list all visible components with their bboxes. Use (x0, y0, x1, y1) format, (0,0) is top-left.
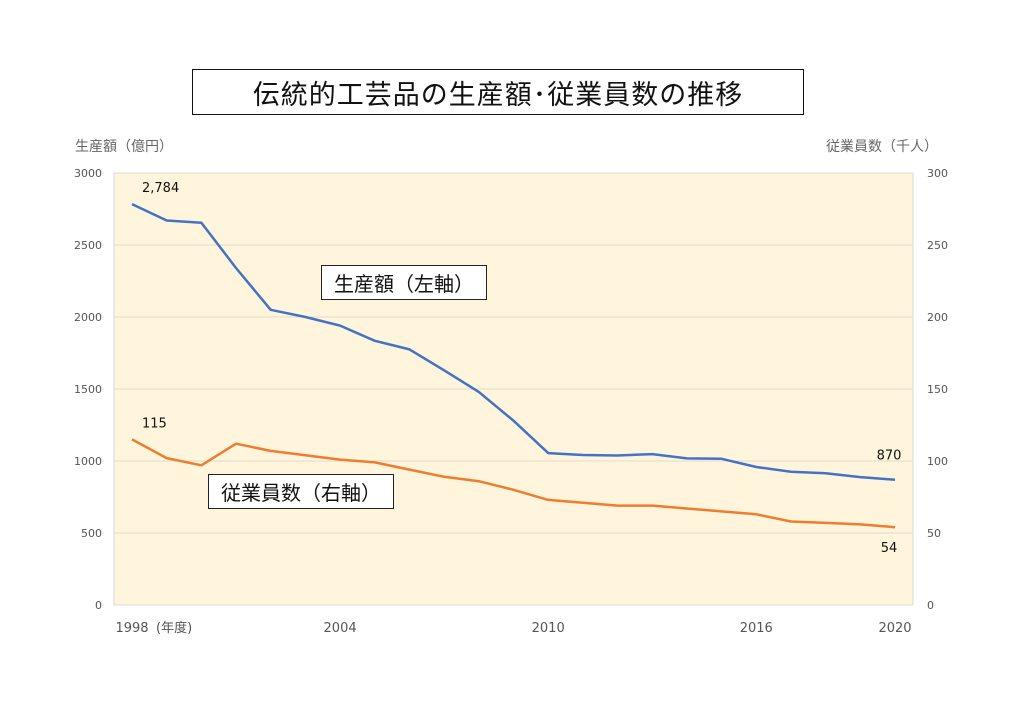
data-label: 870 (877, 449, 902, 464)
left-tick-label: 1000 (74, 455, 102, 468)
x-tick-label: 2010 (532, 621, 565, 636)
left-tick-label: 2000 (74, 311, 102, 324)
left-tick-label: 3000 (74, 167, 102, 180)
right-tick-label: 200 (927, 311, 948, 324)
x-tick-label: 2004 (324, 621, 357, 636)
x-unit-label: (年度) (156, 620, 192, 636)
right-tick-label: 50 (927, 527, 941, 540)
right-tick-label: 150 (927, 383, 948, 396)
left-axis-title: 生産額（億円） (75, 139, 173, 155)
series-label-workers: 従業員数（右軸） (208, 474, 394, 509)
left-tick-label: 500 (81, 527, 102, 540)
x-tick-label: 2020 (878, 621, 911, 636)
x-tick-label: 2016 (740, 621, 773, 636)
right-tick-label: 300 (927, 167, 948, 180)
left-tick-label: 2500 (74, 239, 102, 252)
right-tick-label: 0 (927, 599, 934, 612)
data-label: 54 (881, 541, 898, 556)
series-line-workers (131, 438, 896, 529)
right-tick-label: 100 (927, 455, 948, 468)
series-line-sales (131, 202, 896, 481)
data-label: 115 (142, 416, 167, 431)
chart-title: 伝統的工芸品の生産額･従業員数の推移 (192, 69, 804, 115)
left-tick-label: 1500 (74, 383, 102, 396)
x-tick-label: 1998 (115, 621, 148, 636)
data-label: 2,784 (142, 181, 179, 196)
right-tick-label: 250 (927, 239, 948, 252)
left-tick-label: 0 (95, 599, 102, 612)
right-axis-title: 従業員数（千人） (826, 139, 938, 155)
series-label-sales: 生産額（左軸） (321, 265, 487, 300)
